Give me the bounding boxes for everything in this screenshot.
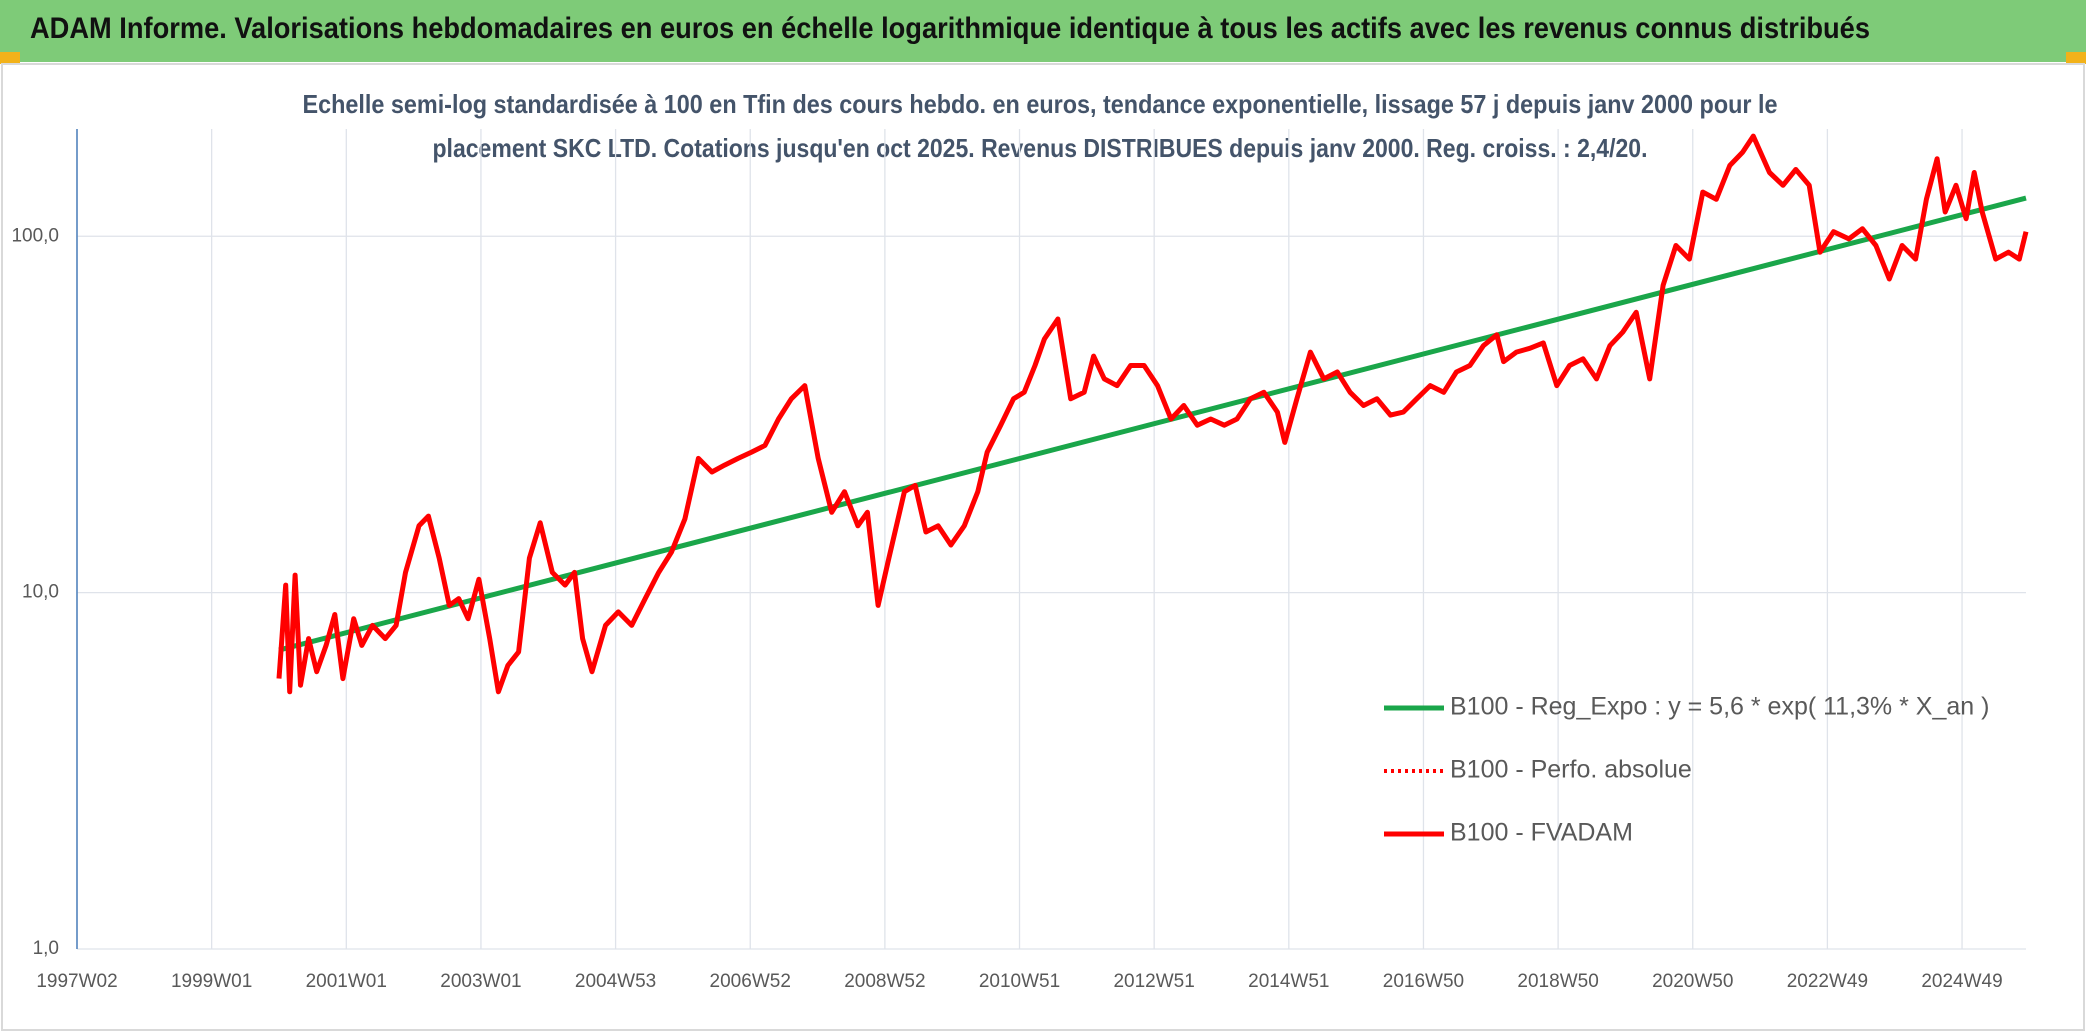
x-tick-label: 2010W51 [979,971,1060,992]
chart-subtitle: placement SKC LTD. Cotations jusqu'en oc… [433,133,1648,163]
corner-mark [2066,52,2086,64]
series-line [276,133,2029,695]
x-tick-label: 2008W52 [844,971,925,992]
chart-subtitle: Echelle semi-log standardisée à 100 en T… [303,89,1778,119]
y-tick-label: 1,0 [33,938,59,959]
x-tick-label: 2020W50 [1652,971,1733,992]
x-tick-label: 2018W50 [1517,971,1598,992]
x-tick-label: 2022W49 [1787,971,1868,992]
x-tick-label: 1997W02 [36,971,117,992]
x-tick-label: 2004W53 [575,971,656,992]
y-tick-label: 10,0 [22,582,59,603]
header-bar [0,0,2086,62]
legend-label: B100 - Reg_Expo : y = 5,6 * exp( 11,3% *… [1450,693,1989,721]
frame [1,63,2085,1031]
legend-label: B100 - Perfo. absolue [1450,756,1692,784]
x-tick-label: 2016W50 [1383,971,1464,992]
x-tick-label: 2006W52 [710,971,791,992]
page-title: ADAM Informe. Valorisations hebdomadaire… [30,12,1870,45]
x-tick-label: 2024W49 [1921,971,2002,992]
x-tick-label: 2001W01 [306,971,387,992]
corner-mark [0,52,20,64]
y-tick-label: 100,0 [11,225,59,246]
x-tick-label: 1999W01 [171,971,252,992]
x-tick-label: 2014W51 [1248,971,1329,992]
x-tick-label: 2012W51 [1113,971,1194,992]
legend-label: B100 - FVADAM [1450,819,1633,847]
x-tick-label: 2003W01 [440,971,521,992]
